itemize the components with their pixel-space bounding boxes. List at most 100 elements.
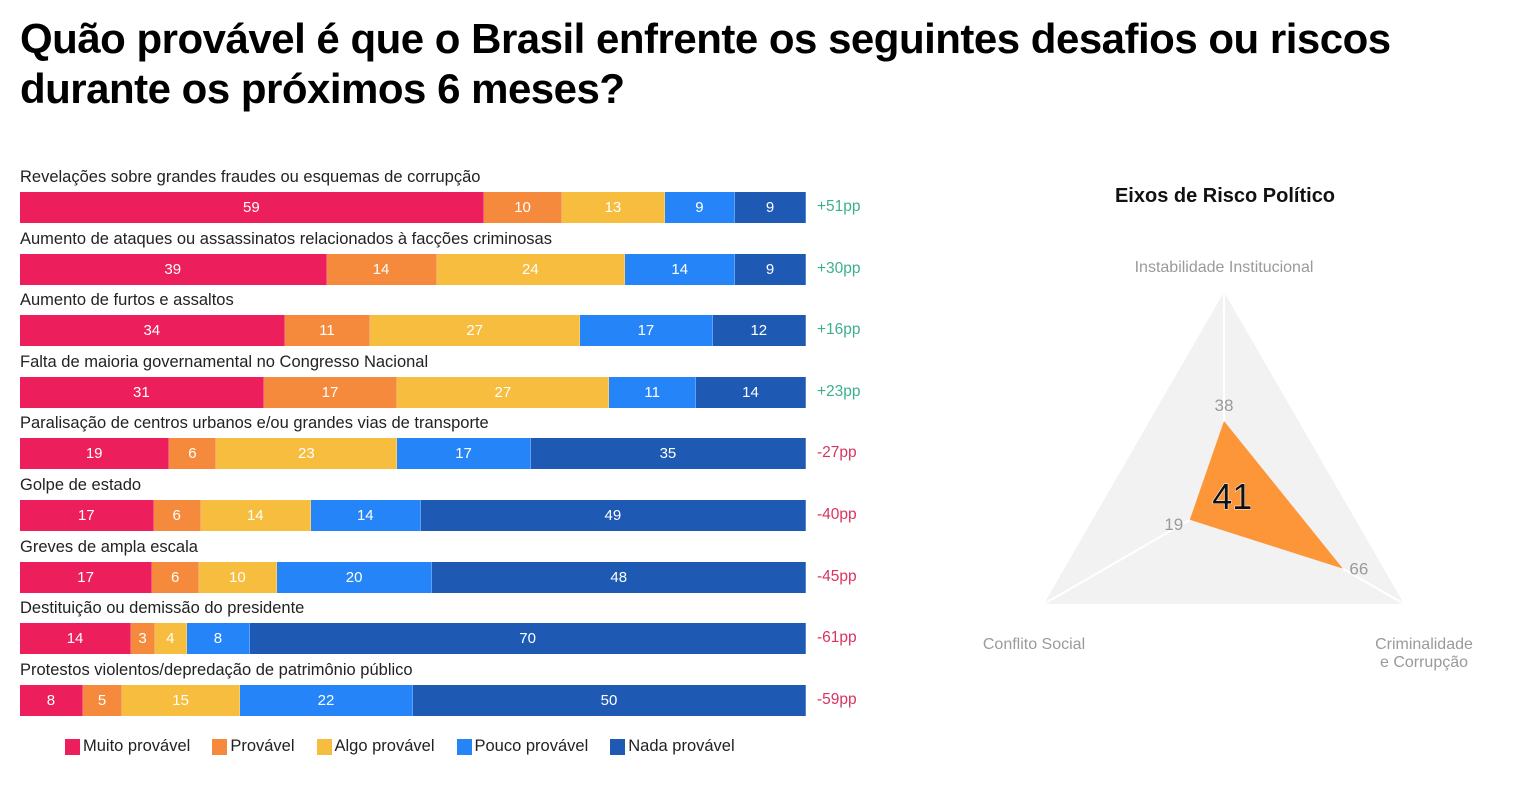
bar-segment-muito-provavel: 17 — [20, 499, 154, 531]
radar-value-label: 19 — [1164, 515, 1183, 534]
bar-segment-pouco-provavel: 17 — [397, 438, 531, 470]
category-label: Protestos violentos/depredação de patrim… — [20, 660, 413, 679]
chart-legend: Muito provável Provável Algo provável Pouco… — [65, 737, 735, 756]
bar-segment-provavel: 17 — [263, 376, 398, 408]
bar-row: Paralisação de centros urbanos e/ou gran… — [20, 412, 900, 474]
bar-segment-algo-provavel: 27 — [397, 376, 610, 408]
legend-swatch — [456, 738, 472, 755]
bar-row: Greves de ampla escala 17 6 10 20 48 -45pp — [20, 536, 900, 598]
bar-segment-muito-provavel: 17 — [20, 561, 153, 593]
category-label: Paralisação de centros urbanos e/ou gran… — [20, 414, 489, 433]
net-difference-label: +51pp — [817, 198, 861, 215]
bar-segment-algo-provavel: 14 — [200, 499, 311, 531]
net-difference-label: -59pp — [817, 690, 857, 708]
bar-segment-muito-provavel: 8 — [20, 684, 83, 716]
stacked-bar: 14 3 4 8 70 — [20, 623, 806, 655]
stacked-bar: 59 10 13 9 9 — [20, 192, 806, 223]
stacked-bar: 8 5 15 22 50 — [20, 684, 806, 716]
bar-row: Aumento de furtos e assaltos 34 11 27 17 12 +1… — [20, 289, 900, 351]
bar-segment-provavel: 5 — [82, 684, 123, 716]
bar-segment-nada-provavel: 14 — [695, 376, 806, 408]
stacked-bar: 17 6 10 20 48 — [20, 561, 806, 593]
bar-segment-nada-provavel: 35 — [530, 438, 806, 470]
radar-axis-label: Instabilidade Institucional — [1135, 259, 1314, 276]
legend-item: Algo provável — [316, 737, 435, 756]
radar-axis-label-line: Conflito Social — [983, 636, 1085, 653]
bar-segment-nada-provavel: 49 — [420, 499, 806, 531]
bar-segment-provavel: 6 — [169, 438, 217, 470]
bar-segment-algo-provavel: 10 — [198, 561, 277, 593]
radar-value-label: 66 — [1349, 560, 1368, 579]
radar-axis-label-line: Criminalidade — [1375, 636, 1473, 653]
net-difference-label: -45pp — [817, 567, 857, 585]
bar-row: Destituição ou demissão do presidente 14 3… — [20, 597, 900, 659]
page-title: Quão provável é que o Brasil enfrente os… — [20, 15, 1391, 112]
stacked-bar: 17 6 14 14 49 — [20, 499, 806, 531]
legend-swatch — [610, 738, 626, 755]
bar-segment-provavel: 6 — [152, 561, 199, 593]
legend-swatch — [212, 738, 228, 755]
bar-segment-muito-provavel: 19 — [20, 438, 170, 470]
net-difference-label: -27pp — [817, 444, 857, 462]
bar-segment-provavel: 14 — [326, 253, 437, 285]
legend-item: Muito provável — [65, 737, 190, 756]
bar-segment-provavel: 6 — [153, 499, 201, 531]
radar-axis-label: Criminalidade e Corrupção — [1375, 636, 1473, 671]
legend-item: Nada provável — [610, 737, 735, 756]
legend-label: Pouco provável — [474, 737, 589, 755]
legend-item: Pouco provável — [456, 737, 589, 756]
net-difference-label: +23pp — [817, 382, 861, 400]
bar-segment-pouco-provavel: 17 — [580, 315, 713, 347]
bar-segment-muito-provavel: 39 — [20, 253, 327, 285]
radar-chart: 38 66 19 41 Instabilidade Institucional Crimi… — [983, 259, 1473, 671]
category-label: Greves de ampla escala — [20, 537, 198, 556]
bar-segment-nada-provavel: 9 — [735, 192, 806, 223]
bar-row: Revelações sobre grandes fraudes ou esqu… — [20, 166, 900, 228]
legend-swatch — [65, 738, 80, 755]
bar-segment-pouco-provavel: 20 — [276, 561, 433, 593]
bar-row: Golpe de estado 17 6 14 14 49 -40pp — [20, 474, 900, 536]
bar-segment-pouco-provavel: 22 — [240, 684, 413, 716]
bar-segment-algo-provavel: 13 — [562, 192, 665, 223]
category-label: Golpe de estado — [20, 475, 142, 494]
stacked-bar: 19 6 23 17 35 — [20, 438, 806, 470]
bar-segment-nada-provavel: 48 — [432, 561, 806, 593]
bar-segment-pouco-provavel: 11 — [609, 376, 696, 408]
net-difference-label: +16pp — [817, 321, 861, 339]
stacked-bar-chart: Revelações sobre grandes fraudes ou esqu… — [20, 166, 900, 720]
bar-row: Falta de maioria governamental no Congre… — [20, 351, 900, 413]
net-difference-label: -40pp — [817, 505, 857, 523]
bar-segment-algo-provavel: 23 — [216, 438, 398, 470]
stacked-bar: 39 14 24 14 9 — [20, 253, 806, 285]
category-label: Falta de maioria governamental no Congre… — [20, 352, 429, 371]
bar-segment-pouco-provavel: 14 — [310, 499, 421, 531]
radar-data-polygon — [1189, 420, 1343, 569]
category-label: Revelações sobre grandes fraudes ou esqu… — [20, 168, 481, 186]
bar-segment-algo-provavel: 4 — [154, 623, 187, 655]
bar-segment-muito-provavel: 59 — [20, 192, 484, 223]
category-label: Destituição ou demissão do presidente — [20, 599, 305, 618]
radar-axis-label: Conflito Social — [983, 636, 1085, 653]
radar-axis-label-line: e Corrupção — [1380, 654, 1468, 671]
category-label: Aumento de furtos e assaltos — [20, 291, 234, 310]
bar-segment-provavel: 10 — [483, 192, 563, 223]
category-label: Aumento de ataques ou assassinatos relac… — [20, 229, 552, 248]
bar-segment-muito-provavel: 34 — [20, 315, 285, 347]
bar-segment-nada-provavel: 50 — [412, 684, 806, 716]
radar-title: Eixos de Risco Político — [1114, 185, 1336, 207]
net-difference-label: -61pp — [817, 629, 857, 647]
legend-label: Provável — [230, 737, 295, 755]
bar-segment-pouco-provavel: 14 — [625, 253, 736, 285]
bar-segment-muito-provavel: 31 — [20, 376, 264, 408]
bar-segment-nada-provavel: 9 — [735, 253, 806, 285]
stacked-bar: 34 11 27 17 12 — [20, 315, 806, 347]
bar-segment-pouco-provavel: 9 — [664, 192, 736, 223]
bar-segment-nada-provavel: 12 — [712, 315, 806, 347]
legend-label: Nada provável — [628, 737, 735, 755]
radar-axis-label-line: Instabilidade Institucional — [1135, 259, 1314, 276]
legend-label: Muito provável — [83, 737, 191, 755]
bar-segment-algo-provavel: 15 — [122, 684, 241, 716]
legend-item: Provável — [212, 737, 295, 756]
bar-row: Protestos violentos/depredação de patrim… — [20, 659, 900, 721]
bar-segment-muito-provavel: 14 — [20, 623, 132, 655]
